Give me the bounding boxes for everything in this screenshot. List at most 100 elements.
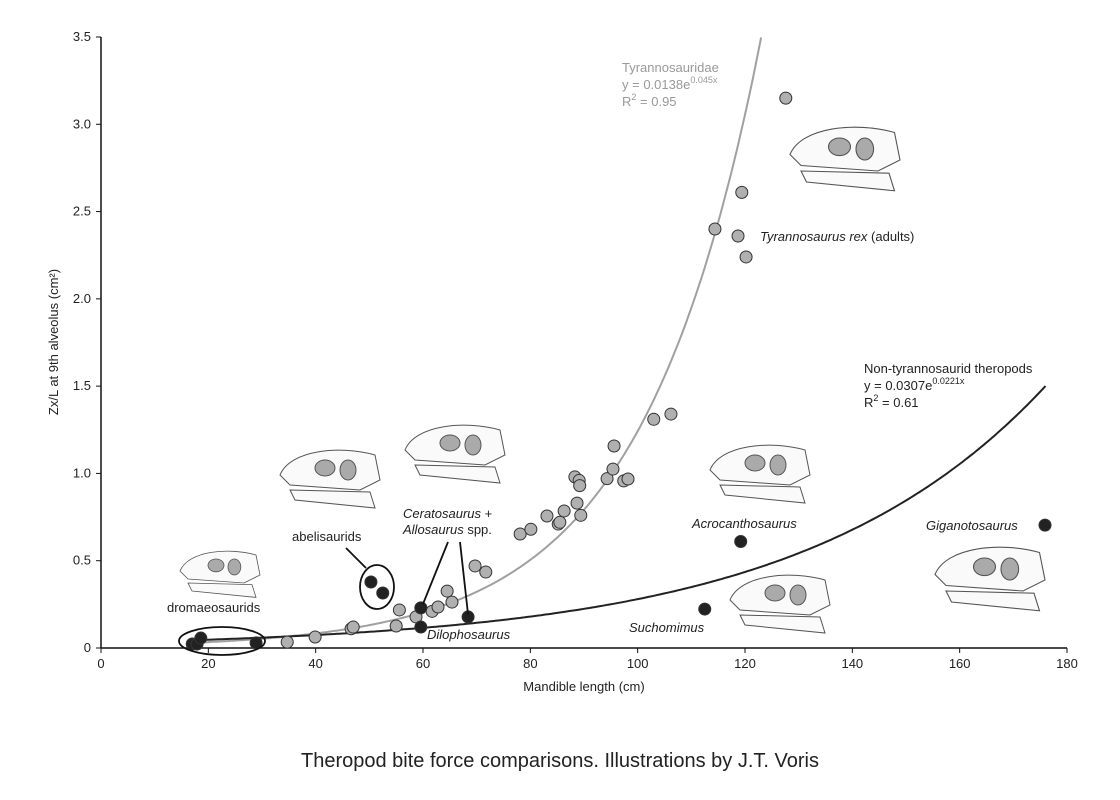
svg-text:Tyrannosauridae: Tyrannosauridae xyxy=(622,60,719,75)
label-acrocanthosaurus: Acrocanthosaurus xyxy=(691,516,797,531)
fit-label-non-tyrannosaurid: Non-tyrannosaurid theropods y = 0.0307e0… xyxy=(864,361,1033,410)
data-point-tyrannosaurid xyxy=(479,565,493,579)
x-tick-label: 80 xyxy=(523,656,537,671)
x-tick-label: 0 xyxy=(97,656,104,671)
data-point-tyrannosaurid xyxy=(524,522,538,536)
skull-opening xyxy=(314,459,336,477)
data-point-tyrannosaurid xyxy=(607,439,621,453)
y-tick-label: 0 xyxy=(84,640,91,655)
y-tick-label: 3.5 xyxy=(73,29,91,44)
skull-opening xyxy=(439,434,461,452)
jaw-outline xyxy=(289,489,376,509)
data-point-tyrannosaurid xyxy=(574,508,588,522)
skull-opening xyxy=(339,459,357,481)
y-tick-label: 3.0 xyxy=(73,116,91,131)
jaw-outline xyxy=(739,614,826,634)
label-dromaeosaurids: dromaeosaurids xyxy=(167,600,261,615)
skull-icon xyxy=(404,424,506,484)
skull-opening xyxy=(464,434,482,456)
x-tick-label: 180 xyxy=(1056,656,1078,671)
data-point-tyrannosaurid xyxy=(606,462,620,476)
jaw-outline xyxy=(800,170,896,192)
data-point-tyrannosaurid xyxy=(570,496,584,510)
skull-icon xyxy=(934,546,1046,612)
y-tick-label: 0.5 xyxy=(73,553,91,568)
data-point-tyrannosaurid xyxy=(735,185,749,199)
skull-opening xyxy=(827,137,852,157)
data-point-tyrannosaurid xyxy=(308,630,322,644)
label-suchomimus: Suchomimus xyxy=(629,620,705,635)
skull-opening xyxy=(207,558,225,573)
x-tick-label: 100 xyxy=(627,656,649,671)
x-tick-label: 40 xyxy=(308,656,322,671)
svg-text:R2 = 0.61: R2 = 0.61 xyxy=(864,393,919,410)
label-giganotosaurus: Giganotosaurus xyxy=(926,518,1018,533)
data-point-tyrannosaurid xyxy=(664,407,678,421)
x-tick-label: 120 xyxy=(734,656,756,671)
jaw-outline xyxy=(945,590,1041,612)
data-point-tyrannosaurid xyxy=(389,619,403,633)
skull-opening xyxy=(764,584,786,602)
skull-opening xyxy=(855,137,875,161)
data-point-tyrannosaurid xyxy=(739,250,753,264)
data-point-non-tyrannosaurid xyxy=(734,535,748,549)
data-point-tyrannosaurid xyxy=(280,635,294,649)
label-trex: Tyrannosaurus rex (adults) xyxy=(760,229,914,244)
callouts xyxy=(178,541,469,656)
data-point-tyrannosaurid xyxy=(731,229,745,243)
x-tick-label: 60 xyxy=(416,656,430,671)
data-point-non-tyrannosaurid xyxy=(194,631,208,645)
jaw-outline xyxy=(414,464,501,484)
data-point-non-tyrannosaurid xyxy=(376,586,390,600)
data-point-tyrannosaurid xyxy=(468,559,482,573)
data-point-tyrannosaurid xyxy=(557,504,571,518)
jaw-outline xyxy=(187,582,257,598)
skull-opening xyxy=(744,454,766,472)
svg-text:y = 0.0307e0.0221x: y = 0.0307e0.0221x xyxy=(864,376,965,393)
data-point-non-tyrannosaurid xyxy=(414,620,428,634)
skull-opening xyxy=(227,558,242,576)
y-tick-label: 1.0 xyxy=(73,465,91,480)
fit-curve-0 xyxy=(192,37,763,644)
data-point-tyrannosaurid xyxy=(600,472,614,486)
data-point-tyrannosaurid xyxy=(779,91,793,105)
data-point-non-tyrannosaurid xyxy=(698,602,712,616)
data-point-tyrannosaurid xyxy=(573,479,587,493)
skull-icon xyxy=(729,574,831,634)
skull-icon xyxy=(179,550,261,598)
y-tick-label: 1.5 xyxy=(73,378,91,393)
data-point-non-tyrannosaurid xyxy=(414,601,428,615)
data-point-tyrannosaurid xyxy=(392,603,406,617)
skull-icon xyxy=(709,444,811,504)
data-point-tyrannosaurid xyxy=(431,600,445,614)
x-tick-label: 140 xyxy=(841,656,863,671)
data-point-tyrannosaurid xyxy=(540,509,554,523)
skull-illustrations xyxy=(179,126,1046,634)
chart: 0 20 40 60 80 100 120 140 160 180 0 0.5 1.0 1.5 2.0 2.5… xyxy=(46,29,1078,694)
label-abelisaurids: abelisaurids xyxy=(292,529,362,544)
data-point-tyrannosaurid xyxy=(621,472,635,486)
data-point-non-tyrannosaurid xyxy=(364,575,378,589)
data-point-tyrannosaurid xyxy=(708,222,722,236)
data-point-tyrannosaurid xyxy=(346,620,360,634)
x-axis-title: Mandible length (cm) xyxy=(523,679,644,694)
skull-opening xyxy=(1000,557,1020,581)
data-point-non-tyrannosaurid xyxy=(1038,518,1052,532)
x-tick-label: 160 xyxy=(949,656,971,671)
skull-opening xyxy=(972,557,997,577)
data-point-tyrannosaurid xyxy=(647,412,661,426)
svg-text:R2 = 0.95: R2 = 0.95 xyxy=(622,92,677,109)
skull-icon xyxy=(789,126,901,192)
y-axis-title: Zx/L at 9th alveolus (cm²) xyxy=(46,269,61,415)
svg-text:y = 0.0138e0.045x: y = 0.0138e0.045x xyxy=(622,75,718,92)
skull-icon xyxy=(279,449,381,509)
svg-text:Non-tyrannosaurid theropods: Non-tyrannosaurid theropods xyxy=(864,361,1033,376)
y-tick-label: 2.5 xyxy=(73,204,91,219)
skull-opening xyxy=(769,454,787,476)
x-tick-label: 20 xyxy=(201,656,215,671)
skull-opening xyxy=(789,584,807,606)
data-point-tyrannosaurid xyxy=(440,584,454,598)
label-allosaurus: Allosaurus spp. xyxy=(402,522,492,537)
jaw-outline xyxy=(719,484,806,504)
